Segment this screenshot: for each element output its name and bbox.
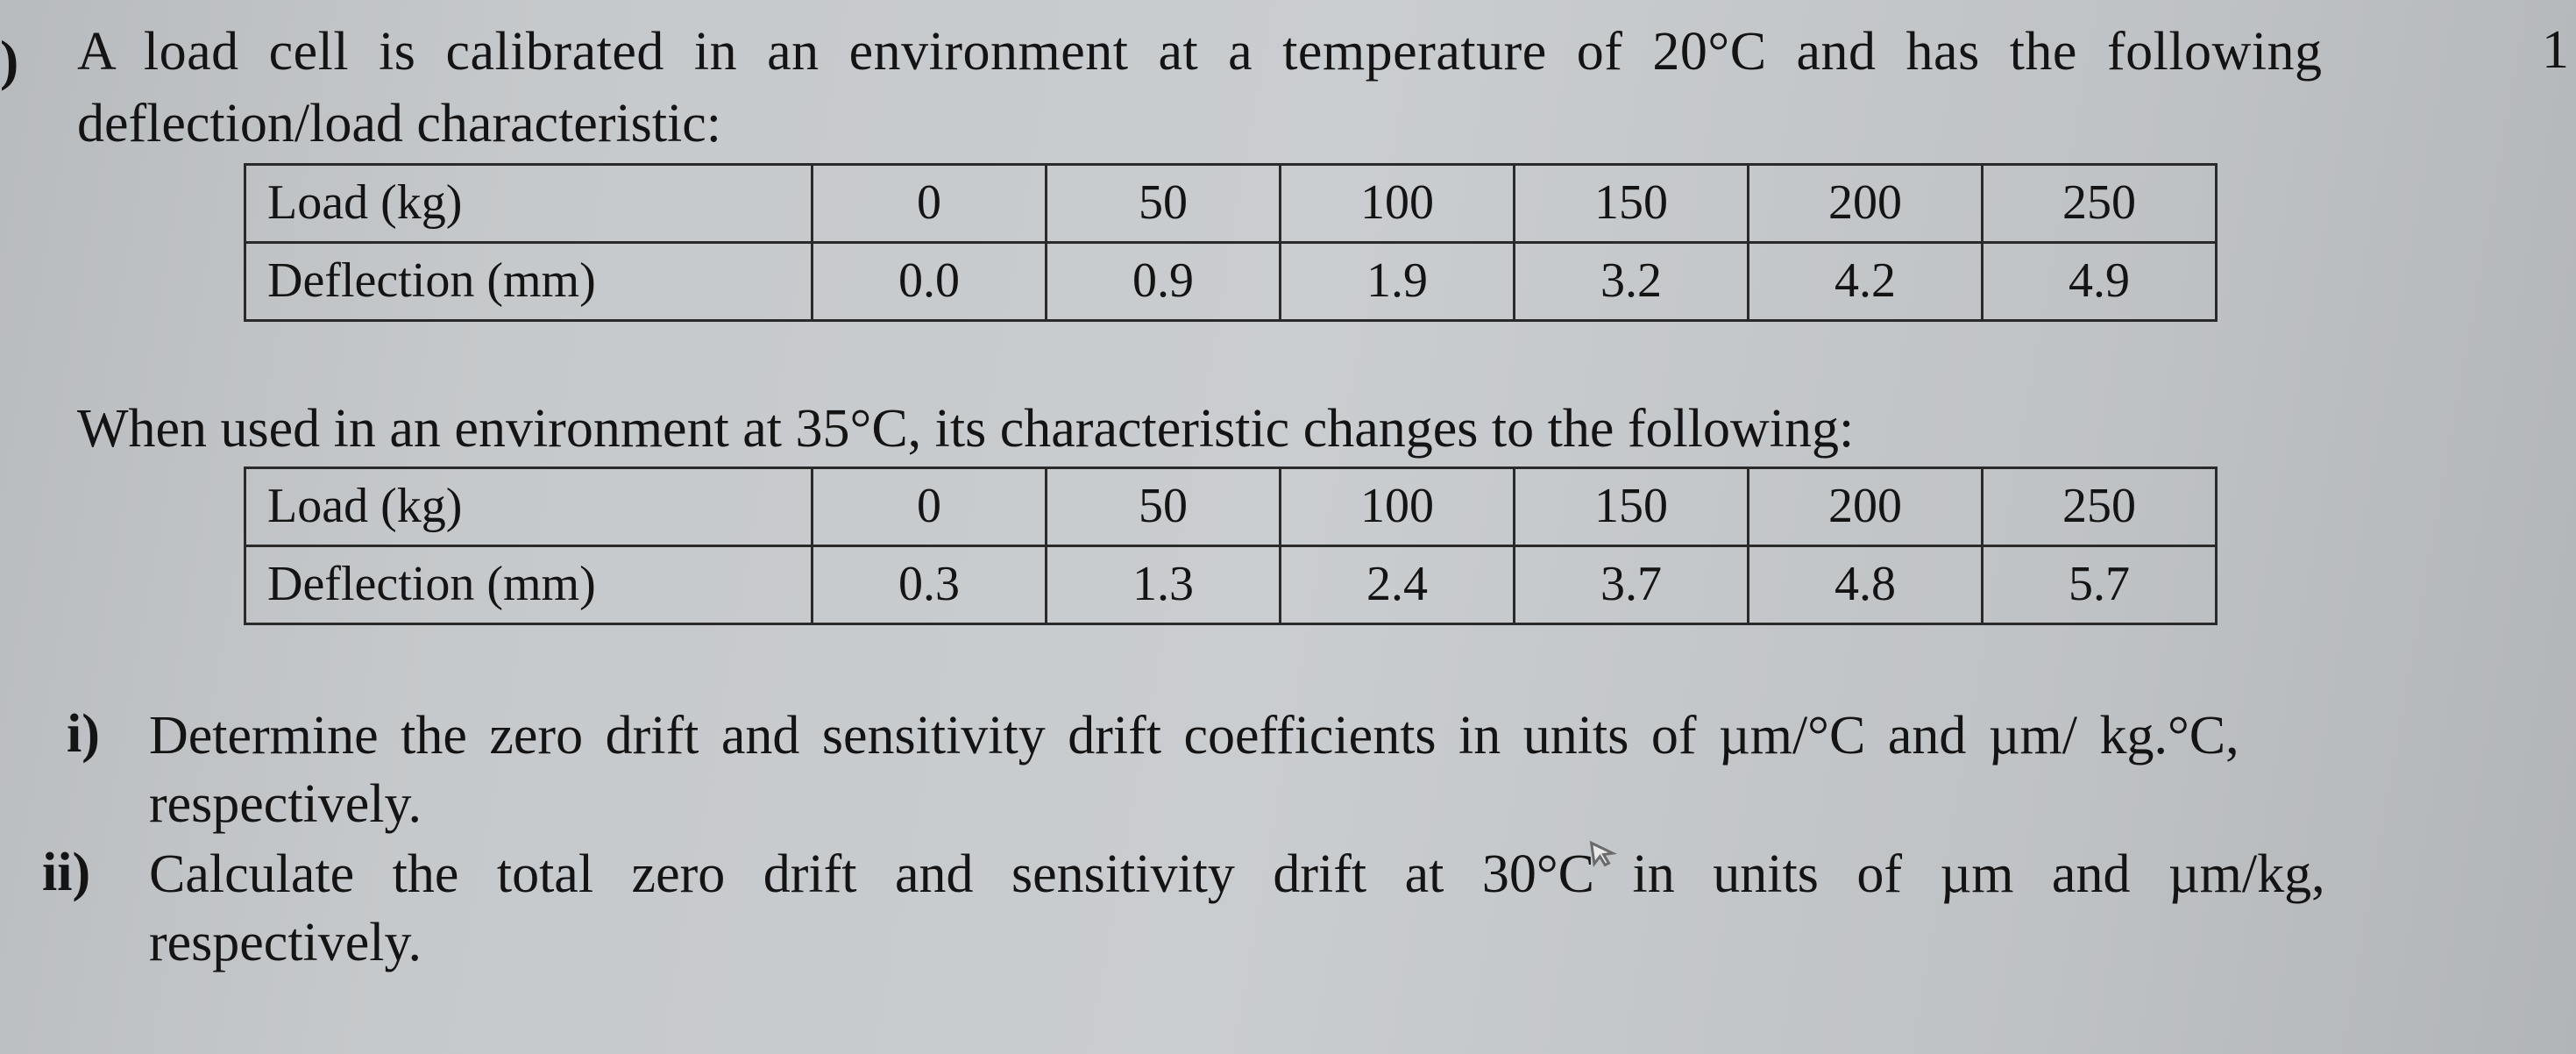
cell: 0.3 (813, 546, 1047, 624)
cell: 100 (1281, 468, 1515, 546)
row-label: Deflection (mm) (245, 243, 813, 321)
cell: 50 (1047, 468, 1281, 546)
table-row: Load (kg) 0 50 100 150 200 250 (245, 468, 2217, 546)
cell: 250 (1983, 165, 2217, 243)
subpart-ii-line1b: in units of µm and µm/kg, (1594, 844, 2325, 904)
cell: 3.2 (1515, 243, 1749, 321)
exam-question-page: ) A load cell is calibrated in an enviro… (0, 0, 2576, 1054)
cell: 4.8 (1749, 546, 1983, 624)
cell: 0.9 (1047, 243, 1281, 321)
table-row: Load (kg) 0 50 100 150 200 250 (245, 165, 2217, 243)
cell: 150 (1515, 165, 1749, 243)
cell: 200 (1749, 165, 1983, 243)
row-label: Deflection (mm) (245, 546, 813, 624)
subpart-ii-line2: respectively. (149, 910, 422, 977)
cell: 3.7 (1515, 546, 1749, 624)
cell: 0.0 (813, 243, 1047, 321)
cell: 0 (813, 165, 1047, 243)
table-row: Deflection (mm) 0.0 0.9 1.9 3.2 4.2 4.9 (245, 243, 2217, 321)
table-20c: Load (kg) 0 50 100 150 200 250 Deflectio… (244, 163, 2218, 322)
subpart-i-line2: respectively. (149, 772, 422, 838)
cell: 250 (1983, 468, 2217, 546)
cell: 4.9 (1983, 243, 2217, 321)
cell: 1.9 (1281, 243, 1515, 321)
question-text-line2: deflection/load characteristic: (77, 91, 721, 158)
cell: 1.3 (1047, 546, 1281, 624)
mid-sentence: When used in an environment at 35°C, its… (77, 398, 1854, 460)
cell: 100 (1281, 165, 1515, 243)
cell: 0 (813, 468, 1047, 546)
subpart-ii-bullet: ii) (42, 842, 90, 904)
subpart-ii-line1: Calculate the total zero drift and sensi… (149, 842, 2541, 908)
subpart-ii-line1a: Calculate the total zero drift and sensi… (149, 844, 1594, 904)
characteristic-table-20c: Load (kg) 0 50 100 150 200 250 Deflectio… (244, 163, 2218, 322)
cell: 5.7 (1983, 546, 2217, 624)
cell: 200 (1749, 468, 1983, 546)
question-text-line1: A load cell is calibrated in an environm… (77, 19, 2536, 86)
question-bullet: ) (0, 28, 18, 93)
cell: 4.2 (1749, 243, 1983, 321)
subpart-i-bullet: i) (67, 703, 100, 766)
cell: 2.4 (1281, 546, 1515, 624)
characteristic-table-35c: Load (kg) 0 50 100 150 200 250 Deflectio… (244, 466, 2218, 625)
table-row: Deflection (mm) 0.3 1.3 2.4 3.7 4.8 5.7 (245, 546, 2217, 624)
table-35c: Load (kg) 0 50 100 150 200 250 Deflectio… (244, 466, 2218, 625)
marks-label: 1 (2542, 19, 2569, 82)
subpart-i-line1: Determine the zero drift and sensitivity… (149, 703, 2541, 770)
row-label: Load (kg) (245, 165, 813, 243)
row-label: Load (kg) (245, 468, 813, 546)
cell: 150 (1515, 468, 1749, 546)
cell: 50 (1047, 165, 1281, 243)
cursor-icon (1586, 835, 1622, 880)
